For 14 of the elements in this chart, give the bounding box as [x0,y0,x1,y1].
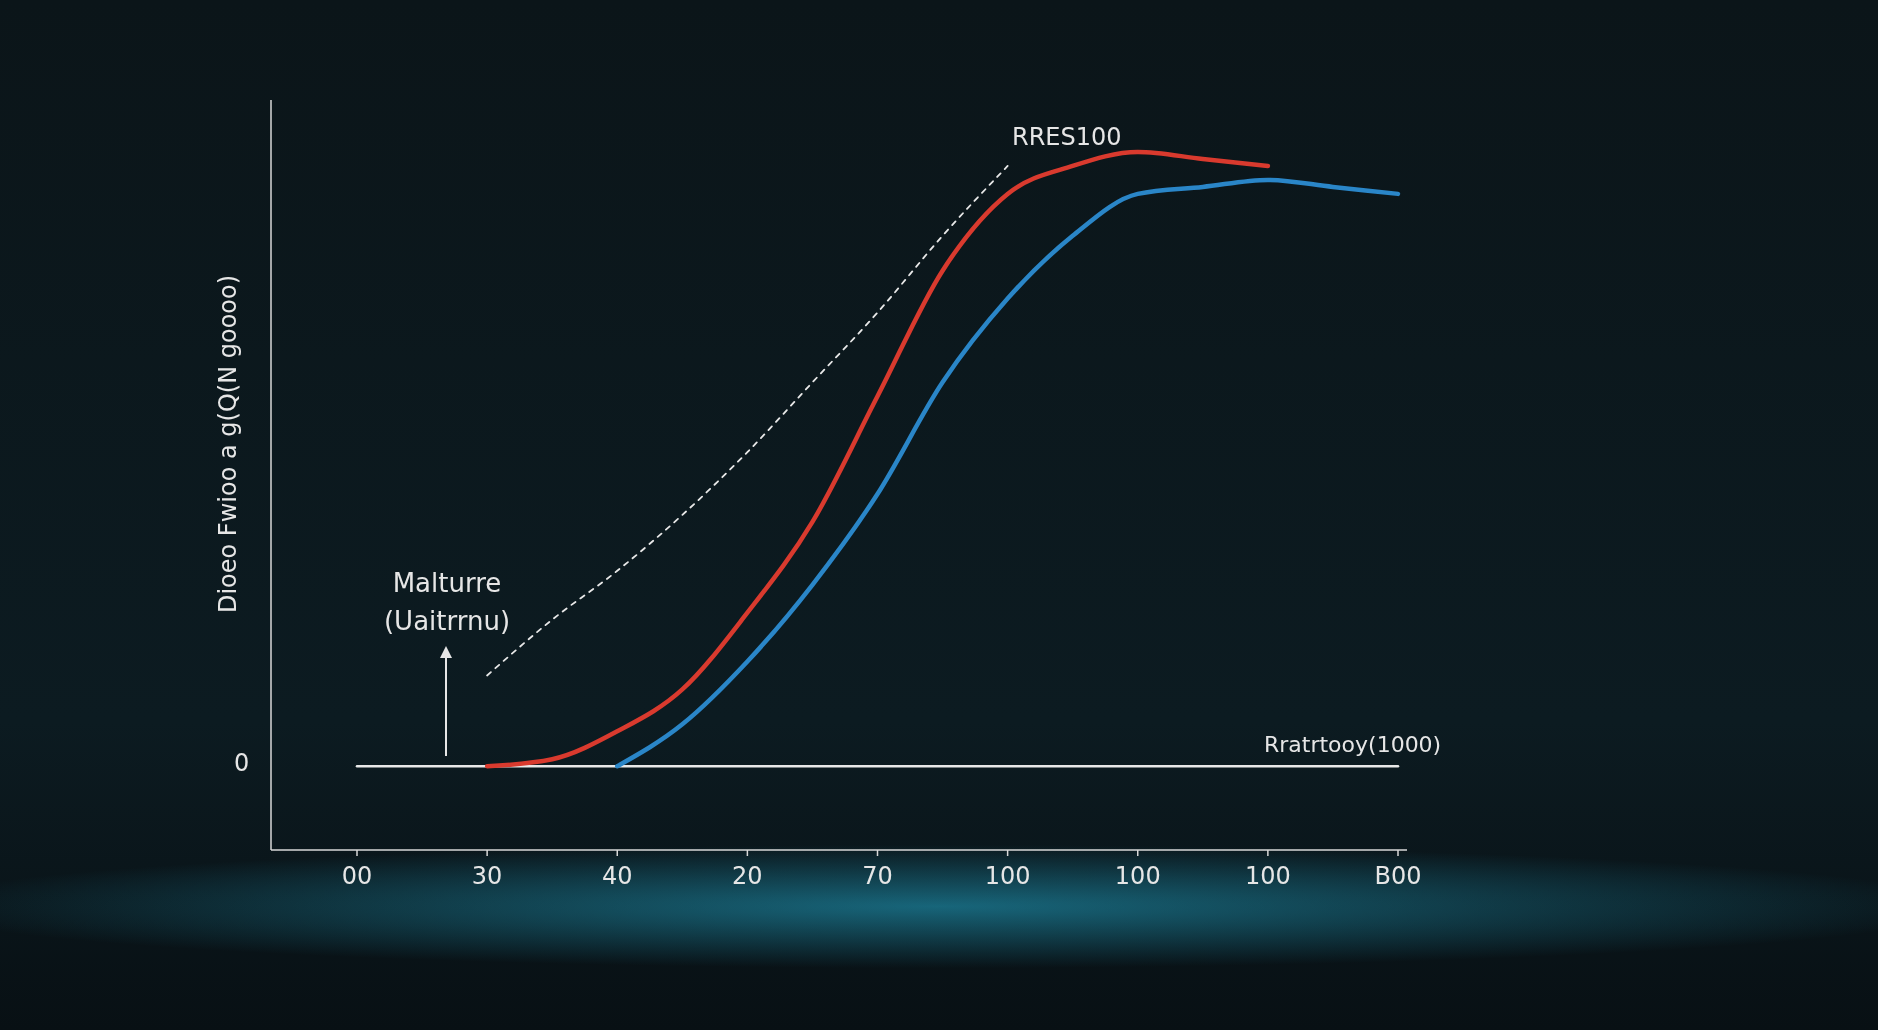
x-tick-label: 100 [1244,862,1291,890]
x-tick-label: 20 [732,862,763,890]
x-tick-label: 100 [1114,862,1161,890]
x-axis-title: Rratrtooy(1000) [1264,732,1442,757]
y-axis-title: Dioeo Fwioo a g(Q(N goooo) [214,274,242,614]
annotation: Malturre (Uaitrrnu) [382,567,512,638]
x-tick-label: 40 [601,862,633,890]
text: RRES100 [1012,122,1123,153]
x-tick-label: 00 [341,862,373,890]
text: 0 [234,748,251,779]
x-tick-label: 100 [984,862,1031,890]
x-tick-label: 70 [862,862,893,890]
x-tick-label: 30 [471,862,503,890]
x-tick-label: B00 [1374,862,1422,890]
